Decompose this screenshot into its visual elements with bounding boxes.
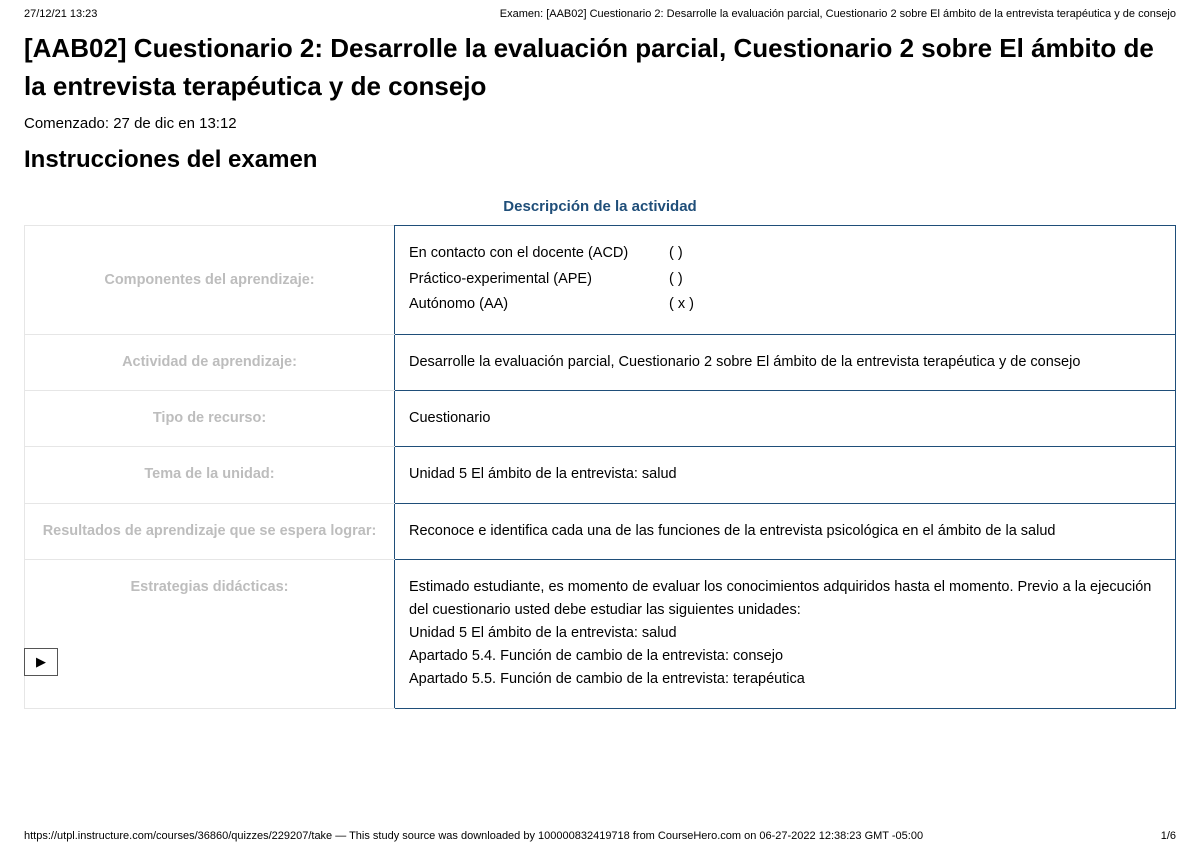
estrategias-line: Estimado estudiante, es momento de evalu… [409,576,1161,622]
print-header: 27/12/21 13:23 Examen: [AAB02] Cuestiona… [0,0,1200,24]
instructions-heading: Instrucciones del examen [24,146,1176,174]
table-row: Estrategias didácticas: Estimado estudia… [25,559,1176,708]
description-table: Descripción de la actividad Componentes … [24,192,1176,708]
row-label-tipo: Tipo de recurso: [25,391,395,447]
print-datetime: 27/12/21 13:23 [24,8,97,20]
started-at: Comenzado: 27 de dic en 13:12 [24,115,1176,132]
estrategias-line: Apartado 5.4. Función de cambio de la en… [409,645,1161,668]
footer-url: https://utpl.instructure.com/courses/368… [24,830,923,842]
row-label-estrategias: Estrategias didácticas: [25,559,395,708]
table-row: Tema de la unidad: Unidad 5 El ámbito de… [25,447,1176,503]
row-value-resultados: Reconoce e identifica cada una de las fu… [395,503,1176,559]
estrategias-line: Apartado 5.5. Función de cambio de la en… [409,668,1161,691]
row-value-componentes: En contacto con el docente (ACD) ( ) Prá… [395,226,1176,335]
row-label-resultados: Resultados de aprendizaje que se espera … [25,503,395,559]
componente-check: ( ) [669,268,683,291]
play-button[interactable]: ▶ [24,648,58,676]
componente-name: En contacto con el docente (ACD) [409,242,669,265]
componente-check: ( x ) [669,293,694,316]
row-label-tema: Tema de la unidad: [25,447,395,503]
row-value-tema: Unidad 5 El ámbito de la entrevista: sal… [395,447,1176,503]
page-content: [AAB02] Cuestionario 2: Desarrolle la ev… [0,24,1200,709]
page-title: [AAB02] Cuestionario 2: Desarrolle la ev… [24,30,1176,105]
footer-page-number: 1/6 [1161,830,1176,842]
componente-check: ( ) [669,242,683,265]
table-caption: Descripción de la actividad [25,192,1176,226]
play-icon: ▶ [36,654,46,670]
row-value-estrategias: Estimado estudiante, es momento de evalu… [395,559,1176,708]
table-row: Tipo de recurso: Cuestionario [25,391,1176,447]
componente-name: Práctico-experimental (APE) [409,268,669,291]
row-label-componentes: Componentes del aprendizaje: [25,226,395,335]
estrategias-line: Unidad 5 El ámbito de la entrevista: sal… [409,622,1161,645]
table-row: Actividad de aprendizaje: Desarrolle la … [25,334,1176,390]
print-doc-title: Examen: [AAB02] Cuestionario 2: Desarrol… [500,8,1176,20]
table-row: Resultados de aprendizaje que se espera … [25,503,1176,559]
row-value-actividad: Desarrolle la evaluación parcial, Cuesti… [395,334,1176,390]
row-value-tipo: Cuestionario [395,391,1176,447]
componente-name: Autónomo (AA) [409,293,669,316]
print-footer: https://utpl.instructure.com/courses/368… [24,830,1176,842]
table-row: Componentes del aprendizaje: En contacto… [25,226,1176,335]
row-label-actividad: Actividad de aprendizaje: [25,334,395,390]
